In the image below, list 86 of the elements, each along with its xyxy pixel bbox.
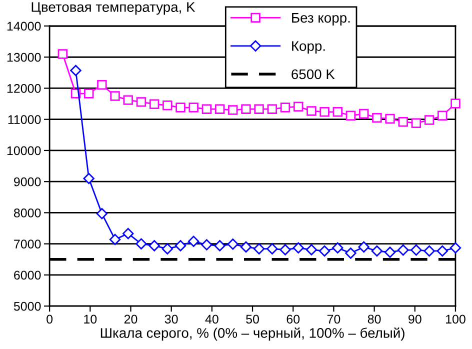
point [384,246,396,258]
point [201,239,212,250]
point [70,64,82,76]
point [148,240,160,252]
point [240,241,252,253]
y-tick-label: 11000 [8,115,41,124]
x-tick-label: 10 [84,314,97,324]
point [280,102,290,112]
point [84,88,94,98]
point [372,112,382,123]
y-tick-label: 10000 [7,146,41,156]
y-axis-title: Цветовая температура, K [32,2,196,15]
point [424,115,434,125]
y-tick-label: 8000 [14,208,41,218]
point [371,245,383,257]
x-tick-label: 100 [446,314,466,324]
point [188,236,200,247]
point [292,242,304,254]
point [96,208,108,220]
point [136,238,147,250]
legend-label: Без корр. [292,13,350,26]
legend-label: 6500 K [292,69,335,80]
x-axis-title: Шкала серого, % (0% – черный, 100% – белый) [100,327,404,341]
x-tick-label: 80 [368,314,381,324]
point [306,244,318,256]
point [398,244,409,256]
point [410,244,422,256]
point [436,245,448,257]
x-tick-label: 0 [46,314,53,324]
point [109,234,121,246]
x-tick-label: 90 [408,314,422,324]
point [227,238,238,250]
point [83,172,94,184]
y-tick-label: 6000 [14,270,41,280]
point [266,243,278,254]
point [214,240,226,252]
point [438,110,448,120]
point [358,108,369,119]
point [110,91,120,101]
point [174,240,186,252]
point [424,245,435,257]
point [358,241,370,253]
point [346,110,356,120]
point [345,248,356,259]
point [188,102,198,112]
point [214,104,225,114]
point [122,228,134,240]
point [228,105,238,115]
point [162,100,172,110]
y-tick-label: 12000 [7,84,41,93]
y-tick-label: 14000 [7,22,41,31]
point [97,80,107,90]
point [253,243,265,254]
point [176,102,186,112]
x-tick-label: 50 [246,314,259,324]
point [320,107,330,117]
point [385,114,395,124]
x-tick-label: 60 [286,314,300,324]
x-tick-label: 70 [327,314,340,324]
x-tick-label: 40 [205,314,218,324]
point [123,95,133,105]
point [280,244,291,256]
point [254,104,264,114]
point [241,104,251,114]
point [411,118,422,128]
point [149,99,160,109]
x-tick-label: 20 [124,314,138,324]
point [267,104,278,114]
point [136,97,146,107]
y-tick-label: 7000 [14,240,41,248]
point [332,242,344,254]
x-tick-label: 30 [164,314,178,324]
point [398,116,408,127]
legend-label: Корр. [292,41,325,54]
y-tick-label: 9000 [14,177,41,186]
y-tick-label: 5000 [14,302,41,311]
y-tick-label: 13000 [7,52,41,62]
point [306,106,316,116]
point [162,243,174,254]
point [293,102,304,112]
point [450,242,462,254]
point [332,107,343,117]
point [450,98,460,108]
point [58,49,68,59]
point [318,245,330,257]
point [202,104,212,114]
